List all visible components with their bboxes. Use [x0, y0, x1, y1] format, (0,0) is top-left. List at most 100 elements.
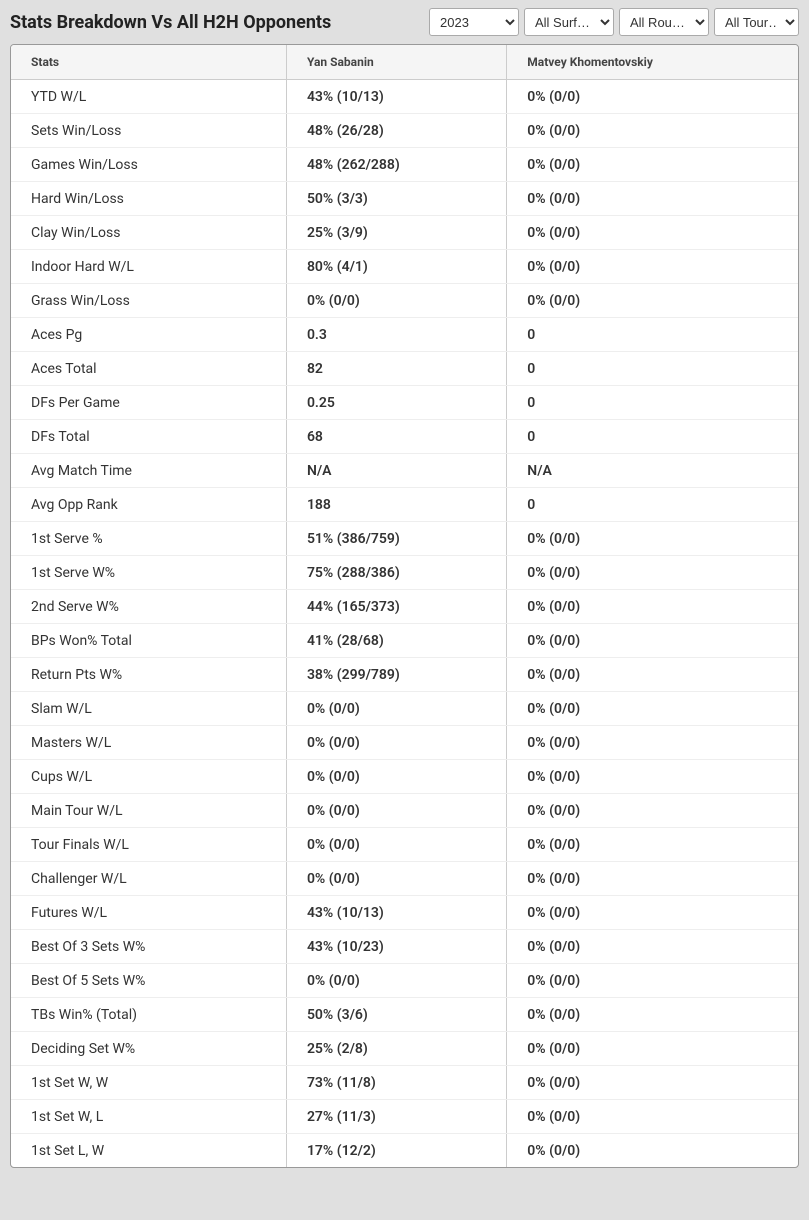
table-row: 1st Set W, W73% (11/8)0% (0/0) — [11, 1066, 798, 1100]
stat-value: 68 — [286, 420, 506, 454]
stat-value: 0% (0/0) — [507, 1032, 798, 1066]
stat-value: 0% (0/0) — [286, 726, 506, 760]
stat-value: 50% (3/3) — [286, 182, 506, 216]
stat-label: Futures W/L — [11, 896, 286, 930]
table-row: BPs Won% Total41% (28/68)0% (0/0) — [11, 624, 798, 658]
stat-label: YTD W/L — [11, 80, 286, 114]
table-row: Main Tour W/L0% (0/0)0% (0/0) — [11, 794, 798, 828]
stat-value: 0% (0/0) — [507, 726, 798, 760]
stat-value: 0% (0/0) — [507, 80, 798, 114]
stat-value: 51% (386/759) — [286, 522, 506, 556]
stat-label: Masters W/L — [11, 726, 286, 760]
stat-value: 44% (165/373) — [286, 590, 506, 624]
stat-value: 0% (0/0) — [507, 182, 798, 216]
table-row: Futures W/L43% (10/13)0% (0/0) — [11, 896, 798, 930]
stat-value: 0% (0/0) — [507, 760, 798, 794]
col-header-stats: Stats — [11, 45, 286, 80]
stat-value: 0% (0/0) — [286, 964, 506, 998]
table-row: Deciding Set W%25% (2/8)0% (0/0) — [11, 1032, 798, 1066]
stat-value: 0% (0/0) — [507, 148, 798, 182]
stat-label: Return Pts W% — [11, 658, 286, 692]
stat-label: Main Tour W/L — [11, 794, 286, 828]
stat-value: 0 — [507, 420, 798, 454]
stat-value: 43% (10/13) — [286, 80, 506, 114]
stat-value: 0% (0/0) — [507, 658, 798, 692]
filter-group: 2023 All Surf… All Rou… All Tour… — [429, 8, 799, 36]
stat-value: 0% (0/0) — [507, 896, 798, 930]
stat-label: Grass Win/Loss — [11, 284, 286, 318]
stat-value: 0 — [507, 488, 798, 522]
stat-label: Best Of 5 Sets W% — [11, 964, 286, 998]
stat-label: Cups W/L — [11, 760, 286, 794]
table-row: 1st Set L, W17% (12/2)0% (0/0) — [11, 1134, 798, 1168]
table-row: Games Win/Loss48% (262/288)0% (0/0) — [11, 148, 798, 182]
stat-label: Challenger W/L — [11, 862, 286, 896]
surface-filter[interactable]: All Surf… — [524, 8, 614, 36]
table-row: Clay Win/Loss25% (3/9)0% (0/0) — [11, 216, 798, 250]
col-header-player2: Matvey Khomentovskiy — [507, 45, 798, 80]
table-row: 1st Set W, L27% (11/3)0% (0/0) — [11, 1100, 798, 1134]
stat-value: 0% (0/0) — [507, 1134, 798, 1168]
tour-filter[interactable]: All Tour… — [714, 8, 799, 36]
stat-label: 2nd Serve W% — [11, 590, 286, 624]
stat-label: Best Of 3 Sets W% — [11, 930, 286, 964]
stat-label: Clay Win/Loss — [11, 216, 286, 250]
table-row: TBs Win% (Total)50% (3/6)0% (0/0) — [11, 998, 798, 1032]
table-row: Return Pts W%38% (299/789)0% (0/0) — [11, 658, 798, 692]
table-row: Sets Win/Loss48% (26/28)0% (0/0) — [11, 114, 798, 148]
stat-value: 0% (0/0) — [507, 284, 798, 318]
stat-value: 188 — [286, 488, 506, 522]
year-filter[interactable]: 2023 — [429, 8, 519, 36]
table-row: 2nd Serve W%44% (165/373)0% (0/0) — [11, 590, 798, 624]
table-row: Challenger W/L0% (0/0)0% (0/0) — [11, 862, 798, 896]
stat-label: DFs Total — [11, 420, 286, 454]
stat-value: 0% (0/0) — [507, 862, 798, 896]
col-header-player1: Yan Sabanin — [286, 45, 506, 80]
table-row: Cups W/L0% (0/0)0% (0/0) — [11, 760, 798, 794]
stat-value: 17% (12/2) — [286, 1134, 506, 1168]
stat-value: 0.3 — [286, 318, 506, 352]
stat-label: 1st Serve % — [11, 522, 286, 556]
table-row: Aces Total820 — [11, 352, 798, 386]
stat-label: Aces Total — [11, 352, 286, 386]
stat-value: 0% (0/0) — [286, 692, 506, 726]
stat-label: Games Win/Loss — [11, 148, 286, 182]
stat-value: 0% (0/0) — [507, 522, 798, 556]
stat-value: 43% (10/13) — [286, 896, 506, 930]
table-row: DFs Per Game0.250 — [11, 386, 798, 420]
stat-value: 80% (4/1) — [286, 250, 506, 284]
stat-value: 0% (0/0) — [507, 216, 798, 250]
stat-value: 0% (0/0) — [507, 1100, 798, 1134]
stat-value: 48% (26/28) — [286, 114, 506, 148]
stat-value: 0 — [507, 352, 798, 386]
stat-value: 48% (262/288) — [286, 148, 506, 182]
stat-label: 1st Serve W% — [11, 556, 286, 590]
stat-value: 0% (0/0) — [507, 250, 798, 284]
stat-value: 73% (11/8) — [286, 1066, 506, 1100]
stat-label: Tour Finals W/L — [11, 828, 286, 862]
stat-value: 0% (0/0) — [507, 930, 798, 964]
stat-value: 0% (0/0) — [286, 794, 506, 828]
table-row: Slam W/L0% (0/0)0% (0/0) — [11, 692, 798, 726]
stat-label: Avg Opp Rank — [11, 488, 286, 522]
header-bar: Stats Breakdown Vs All H2H Opponents 202… — [0, 0, 809, 44]
stat-value: 0% (0/0) — [507, 1066, 798, 1100]
stat-value: 0% (0/0) — [507, 964, 798, 998]
stat-value: 43% (10/23) — [286, 930, 506, 964]
stat-value: 27% (11/3) — [286, 1100, 506, 1134]
stat-value: N/A — [507, 454, 798, 488]
stat-value: 0 — [507, 318, 798, 352]
round-filter[interactable]: All Rou… — [619, 8, 709, 36]
table-row: Best Of 3 Sets W%43% (10/23)0% (0/0) — [11, 930, 798, 964]
stat-label: Hard Win/Loss — [11, 182, 286, 216]
stat-value: 0% (0/0) — [507, 624, 798, 658]
stat-label: TBs Win% (Total) — [11, 998, 286, 1032]
stat-label: DFs Per Game — [11, 386, 286, 420]
stat-value: 38% (299/789) — [286, 658, 506, 692]
page-title: Stats Breakdown Vs All H2H Opponents — [10, 12, 331, 33]
stat-value: 0% (0/0) — [507, 556, 798, 590]
stat-label: 1st Set W, W — [11, 1066, 286, 1100]
stat-label: Aces Pg — [11, 318, 286, 352]
stat-value: 25% (3/9) — [286, 216, 506, 250]
stat-label: Avg Match Time — [11, 454, 286, 488]
